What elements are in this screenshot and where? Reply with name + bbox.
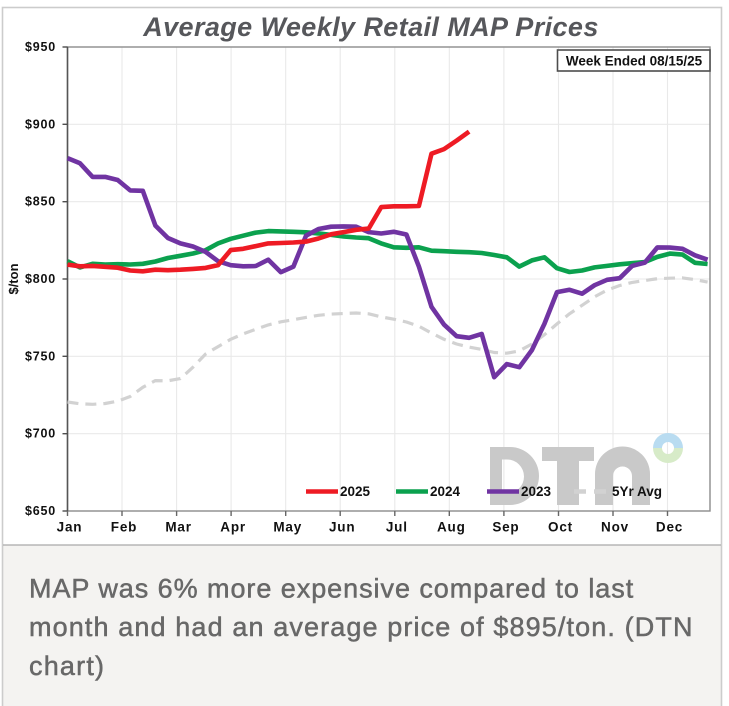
svg-text:Jun: Jun — [329, 520, 355, 535]
svg-text:$850: $850 — [25, 195, 56, 209]
svg-text:$900: $900 — [25, 117, 56, 131]
svg-text:2025: 2025 — [340, 484, 371, 499]
svg-text:Jul: Jul — [386, 520, 408, 535]
svg-text:May: May — [273, 520, 302, 535]
svg-text:month and had an average price: month and had an average price of $895/t… — [29, 612, 694, 642]
svg-text:Jan: Jan — [57, 520, 83, 535]
svg-text:2023: 2023 — [521, 484, 552, 499]
svg-text:Mar: Mar — [165, 520, 191, 535]
svg-text:Nov: Nov — [601, 520, 629, 535]
svg-text:chart): chart) — [29, 651, 105, 681]
svg-text:Aug: Aug — [437, 520, 466, 535]
svg-text:5Yr Avg: 5Yr Avg — [612, 484, 662, 499]
svg-text:$/ton: $/ton — [6, 263, 21, 294]
svg-text:Sep: Sep — [492, 520, 519, 535]
svg-text:$650: $650 — [25, 504, 56, 518]
svg-text:Average Weekly Retail MAP Pric: Average Weekly Retail MAP Prices — [142, 12, 599, 42]
svg-text:$950: $950 — [25, 40, 56, 54]
svg-text:$800: $800 — [25, 272, 56, 286]
svg-text:$700: $700 — [25, 427, 56, 441]
svg-text:2024: 2024 — [430, 484, 461, 499]
svg-text:Dec: Dec — [656, 520, 683, 535]
svg-text:Week Ended 08/15/25: Week Ended 08/15/25 — [566, 54, 703, 69]
svg-text:Feb: Feb — [111, 520, 137, 535]
svg-text:MAP was 6% more expensive comp: MAP was 6% more expensive compared to la… — [29, 574, 634, 604]
svg-text:$750: $750 — [25, 349, 56, 363]
svg-text:Apr: Apr — [220, 520, 246, 535]
svg-text:Oct: Oct — [548, 520, 573, 535]
